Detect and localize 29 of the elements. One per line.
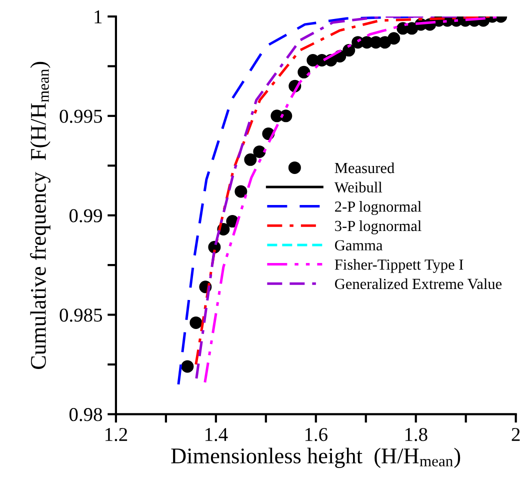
x-tick-label: 1.8 [405,428,428,442]
legend-label: Weibull [334,182,382,193]
legend-label: Measured [334,162,394,174]
x-axis-title: Dimensionless height (H/H$_{mean}$) [171,448,460,468]
y-axis-title: Cumulative frequency F(H/H$_{mean}$) [30,62,50,369]
point [298,66,310,78]
legend-label: Generalized Extreme Value [335,278,502,290]
point [181,360,194,373]
point [388,32,400,45]
x-tick-label: 1.4 [205,428,228,442]
point [280,110,292,122]
x-tick-label: 2 [512,428,520,441]
y-tick-label: 1 [94,10,102,24]
x-tick-label: 1.6 [305,428,328,442]
y-tick-label: 0.995 [60,110,102,123]
point [234,185,248,198]
point [253,145,266,158]
point [342,44,356,57]
y-tick-label: 0.985 [60,308,102,322]
point [190,316,202,329]
y-tick-label: 0.98 [69,408,102,422]
point [244,153,257,166]
legend-label: Fisher-Tippett Type I [334,259,464,273]
legend-label: 3-P lognormal [335,220,422,234]
legend-label: 2-P lognormal [335,201,422,215]
x-tick-label: 1.2 [106,428,128,442]
point [378,36,392,49]
legend-label: Gamma [335,240,383,250]
y-tick-label: 0.99 [69,209,102,222]
